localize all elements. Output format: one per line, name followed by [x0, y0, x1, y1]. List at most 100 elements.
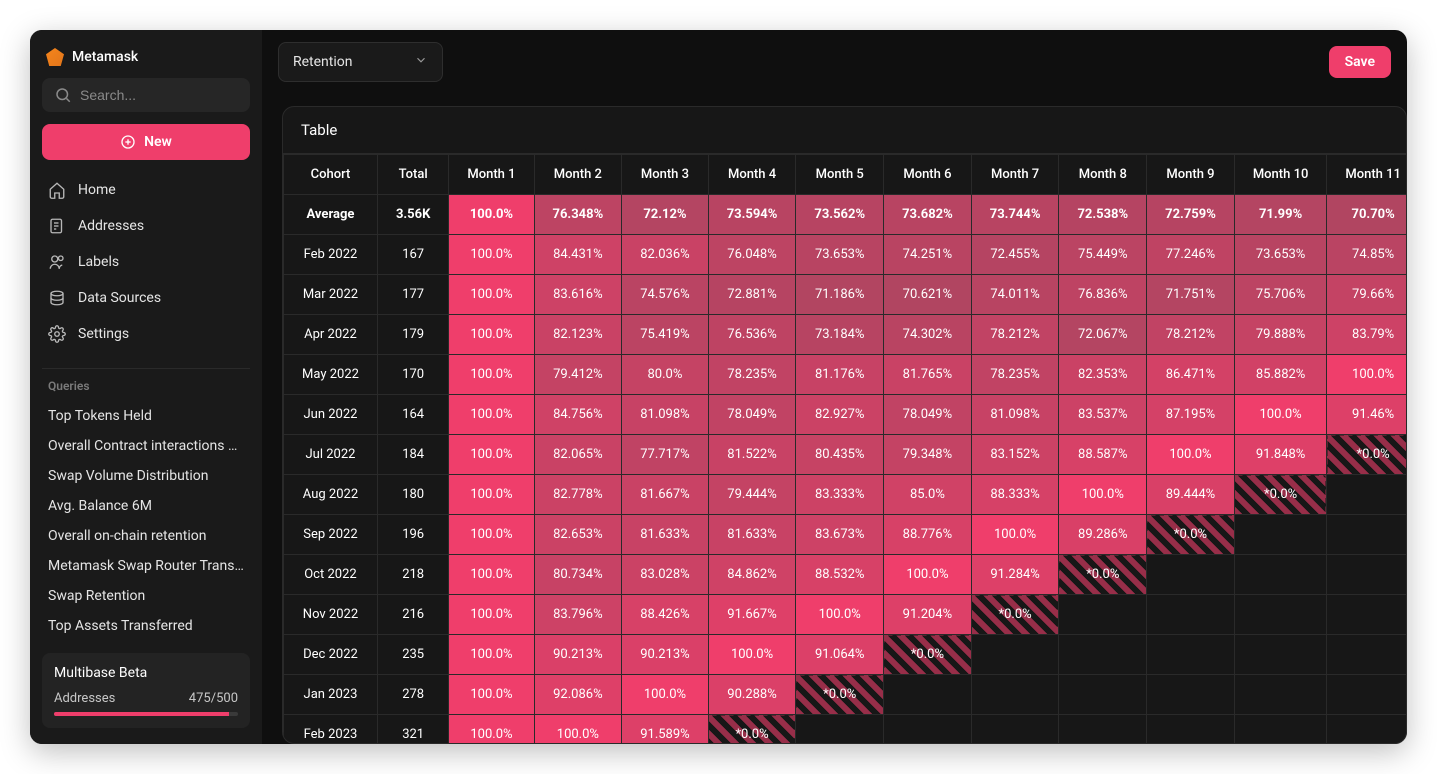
- new-button-label: New: [144, 134, 172, 150]
- retention-cell: *0.0%: [1234, 475, 1327, 515]
- search-box[interactable]: [42, 78, 250, 112]
- retention-cell: 80.0%: [622, 355, 708, 395]
- retention-cell: 83.796%: [534, 595, 622, 635]
- search-input[interactable]: [80, 87, 238, 103]
- retention-cell: [1234, 595, 1327, 635]
- retention-cell: 84.756%: [534, 395, 622, 435]
- query-item[interactable]: Top Assets Transferred: [42, 611, 250, 641]
- retention-cell: [1059, 595, 1147, 635]
- retention-cell: [1234, 635, 1327, 675]
- beta-metric-value: 475/500: [189, 691, 238, 706]
- table-header: Month 8: [1059, 155, 1147, 195]
- retention-cell: 100.0%: [449, 195, 534, 235]
- app-frame: Metamask New Home Addresses Labels Data Sou…: [30, 30, 1407, 744]
- retention-cell: 83.616%: [534, 275, 622, 315]
- retention-cell: 82.123%: [534, 315, 622, 355]
- main-region: Retention Save Table CohortTotalMonth 1M…: [262, 30, 1407, 744]
- retention-cell: 75.419%: [622, 315, 708, 355]
- retention-table: CohortTotalMonth 1Month 2Month 3Month 4M…: [283, 154, 1406, 743]
- table-row: May 2022170100.0%79.412%80.0%78.235%81.1…: [284, 355, 1407, 395]
- save-button[interactable]: Save: [1329, 46, 1391, 78]
- retention-cell: 83.152%: [971, 435, 1059, 475]
- query-item[interactable]: Avg. Balance 6M: [42, 491, 250, 521]
- total-cell: 170: [377, 355, 448, 395]
- retention-cell: 73.562%: [796, 195, 884, 235]
- retention-cell: 86.471%: [1147, 355, 1235, 395]
- query-item[interactable]: Swap Volume Distribution: [42, 461, 250, 491]
- retention-cell: 81.667%: [622, 475, 708, 515]
- query-item[interactable]: Swap Retention: [42, 581, 250, 611]
- nav-item-addresses[interactable]: Addresses: [42, 210, 250, 242]
- total-cell: 321: [377, 715, 448, 744]
- retention-cell: [1147, 595, 1235, 635]
- retention-cell: 100.0%: [449, 475, 534, 515]
- query-item[interactable]: Metamask Swap Router Transa...: [42, 551, 250, 581]
- retention-cell: 73.682%: [884, 195, 972, 235]
- retention-cell: 83.333%: [796, 475, 884, 515]
- retention-cell: 74.011%: [971, 275, 1059, 315]
- retention-cell: 100.0%: [971, 515, 1059, 555]
- table-scroll[interactable]: CohortTotalMonth 1Month 2Month 3Month 4M…: [283, 154, 1406, 743]
- retention-cell: [1327, 515, 1406, 555]
- retention-cell: 100.0%: [449, 675, 534, 715]
- retention-cell: *0.0%: [971, 595, 1059, 635]
- retention-cell: 85.0%: [884, 475, 972, 515]
- brand: Metamask: [42, 42, 250, 78]
- retention-cell: 87.195%: [1147, 395, 1235, 435]
- retention-cell: 72.067%: [1059, 315, 1147, 355]
- retention-cell: [971, 675, 1059, 715]
- cohort-cell: Oct 2022: [284, 555, 378, 595]
- total-cell: 180: [377, 475, 448, 515]
- chevron-down-icon: [414, 53, 428, 71]
- retention-cell: 70.70%: [1327, 195, 1406, 235]
- retention-cell: 100.0%: [449, 395, 534, 435]
- table-row: Oct 2022218100.0%80.734%83.028%84.862%88…: [284, 555, 1407, 595]
- retention-cell: 73.184%: [796, 315, 884, 355]
- save-button-label: Save: [1345, 54, 1375, 70]
- retention-cell: 70.621%: [884, 275, 972, 315]
- settings-icon: [48, 325, 66, 343]
- home-icon: [48, 181, 66, 199]
- retention-cell: 100.0%: [449, 235, 534, 275]
- retention-cell: 71.186%: [796, 275, 884, 315]
- retention-cell: 73.653%: [1234, 235, 1327, 275]
- retention-cell: 83.673%: [796, 515, 884, 555]
- retention-cell: 100.0%: [1234, 395, 1327, 435]
- nav-item-settings[interactable]: Settings: [42, 318, 250, 350]
- retention-cell: *0.0%: [1327, 435, 1406, 475]
- nav-item-home[interactable]: Home: [42, 174, 250, 206]
- total-cell: 216: [377, 595, 448, 635]
- retention-cell: [1059, 675, 1147, 715]
- cohort-cell: Nov 2022: [284, 595, 378, 635]
- retention-cell: 100.0%: [449, 315, 534, 355]
- retention-cell: 73.653%: [796, 235, 884, 275]
- table-row: Jul 2022184100.0%82.065%77.717%81.522%80…: [284, 435, 1407, 475]
- retention-cell: 74.251%: [884, 235, 972, 275]
- retention-cell: 90.213%: [622, 635, 708, 675]
- retention-cell: 91.589%: [622, 715, 708, 744]
- retention-cell: 84.431%: [534, 235, 622, 275]
- nav-item-data-sources[interactable]: Data Sources: [42, 282, 250, 314]
- total-cell: 3.56K: [377, 195, 448, 235]
- retention-cell: 100.0%: [534, 715, 622, 744]
- nav-item-labels[interactable]: Labels: [42, 246, 250, 278]
- nav-item-label: Settings: [78, 326, 129, 342]
- cohort-cell: Sep 2022: [284, 515, 378, 555]
- retention-cell: [1234, 675, 1327, 715]
- table-row: Jun 2022164100.0%84.756%81.098%78.049%82…: [284, 395, 1407, 435]
- new-button[interactable]: New: [42, 124, 250, 160]
- retention-cell: 81.098%: [622, 395, 708, 435]
- retention-cell: 82.927%: [796, 395, 884, 435]
- table-header: Month 3: [622, 155, 708, 195]
- table-header: Month 10: [1234, 155, 1327, 195]
- queries-header: Queries: [42, 379, 250, 401]
- metric-select[interactable]: Retention: [278, 42, 443, 82]
- retention-cell: 78.212%: [1147, 315, 1235, 355]
- query-item[interactable]: Overall on-chain retention: [42, 521, 250, 551]
- query-item[interactable]: Overall Contract interactions Le...: [42, 431, 250, 461]
- retention-cell: 100.0%: [449, 355, 534, 395]
- table-row: Feb 2022167100.0%84.431%82.036%76.048%73…: [284, 235, 1407, 275]
- query-item[interactable]: Top Tokens Held: [42, 401, 250, 431]
- retention-cell: 82.653%: [534, 515, 622, 555]
- retention-cell: 79.444%: [708, 475, 796, 515]
